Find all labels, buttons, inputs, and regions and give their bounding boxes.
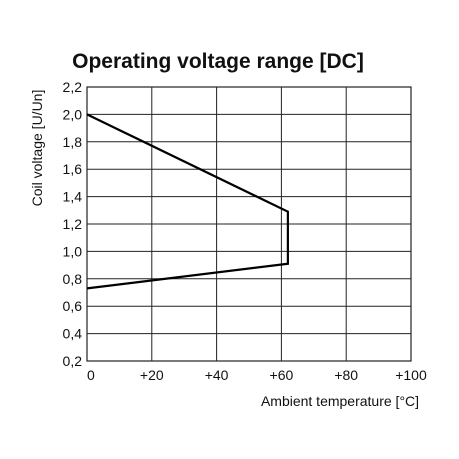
x-tick-label: +100 xyxy=(395,367,427,383)
x-tick-label: +60 xyxy=(270,367,294,383)
y-tick-label: 1,4 xyxy=(63,189,83,205)
y-tick-label: 0,8 xyxy=(63,271,83,287)
x-axis-title: Ambient temperature [°C] xyxy=(261,393,419,409)
x-tick-label: +80 xyxy=(334,367,358,383)
y-tick-label: 1,6 xyxy=(63,161,83,177)
y-tick-label: 0,2 xyxy=(63,353,83,369)
y-tick-label: 1,8 xyxy=(63,134,83,150)
y-tick-label: 1,2 xyxy=(63,216,83,232)
y-axis-title: Coil voltage [U/Un] xyxy=(29,90,45,207)
plot-frame xyxy=(86,86,412,362)
series-line-0 xyxy=(86,113,289,290)
x-tick-label: 0 xyxy=(87,367,95,383)
y-tick-label: 1,0 xyxy=(63,243,83,259)
x-axis-ticks: 0 +20 +40 +60 +80 +100 xyxy=(87,367,427,383)
x-tick-label: +40 xyxy=(205,367,229,383)
x-tick-label: +20 xyxy=(140,367,164,383)
y-tick-label: 2,0 xyxy=(63,106,83,122)
series-layer xyxy=(86,113,289,290)
y-axis-ticks: 0,2 0,4 0,6 0,8 1,0 1,2 1,4 1,6 1,8 2,0 2,2 xyxy=(63,79,83,369)
grid xyxy=(86,86,412,362)
chart-title: Operating voltage range [DC] xyxy=(72,50,364,73)
y-tick-label: 0,6 xyxy=(63,298,83,314)
y-tick-label: 0,4 xyxy=(63,326,83,342)
y-tick-label: 2,2 xyxy=(63,79,83,95)
